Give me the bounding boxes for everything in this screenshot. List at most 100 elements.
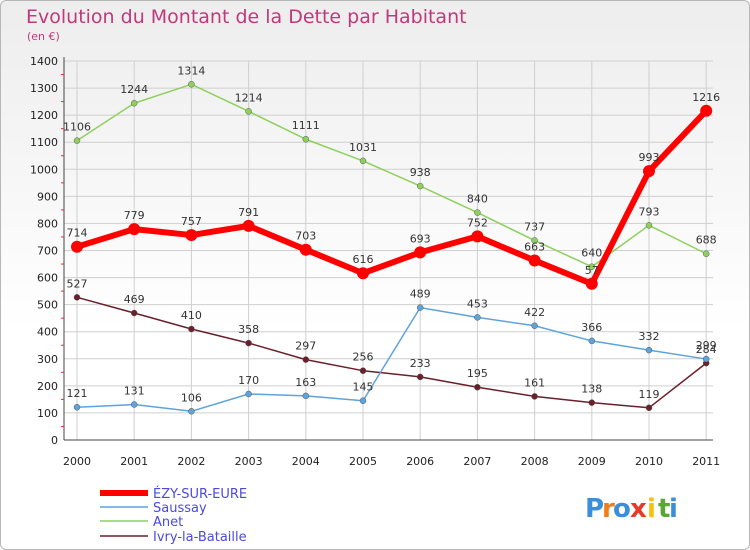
- x-tick-label: 2004: [292, 455, 320, 468]
- data-point: [130, 99, 138, 107]
- x-tick-label: 2007: [463, 455, 491, 468]
- data-point: [245, 108, 252, 115]
- data-label: 299: [696, 339, 717, 352]
- y-tick-label: 500: [37, 299, 58, 312]
- chart-subtitle: (en €): [27, 30, 60, 43]
- series-ezy: 714 779 757 791 703 616 693 752 663 57 993 1216: [67, 91, 720, 290]
- y-tick-label: 1400: [30, 55, 58, 68]
- data-point: [416, 182, 424, 190]
- data-point: [185, 229, 198, 242]
- data-point: [528, 254, 541, 267]
- y-tick-label: 700: [37, 245, 58, 258]
- series-saussay: 121 131 106 170 163 145 489 453 422 366 332 299: [67, 288, 717, 415]
- data-label: 1314: [177, 64, 205, 77]
- y-tick-label: 1000: [30, 163, 58, 176]
- data-point: [531, 393, 538, 400]
- series-anet: 1106 1244 1314 1214 1111 1031 938 840 737 640 793 6…: [63, 64, 717, 270]
- data-label: 779: [124, 209, 145, 222]
- data-label: 688: [696, 234, 717, 247]
- data-label: 453: [467, 297, 488, 310]
- data-label: 1214: [235, 91, 263, 104]
- data-label: 1106: [63, 121, 91, 134]
- data-point: [531, 322, 538, 330]
- proxiti-logo: Pro x i ti: [585, 494, 678, 524]
- x-tick-label: 2006: [406, 455, 434, 468]
- data-label: 1244: [120, 83, 148, 96]
- x-tick-label: 2002: [177, 455, 205, 468]
- y-tick-label: 100: [37, 407, 58, 420]
- data-point: [414, 246, 427, 259]
- y-tick-label: 800: [37, 217, 58, 230]
- data-point: [588, 263, 596, 270]
- data-point: [645, 346, 653, 354]
- data-point: [643, 165, 655, 178]
- data-point: [588, 337, 596, 345]
- data-label: 332: [639, 330, 660, 343]
- data-point: [645, 222, 653, 229]
- data-point: [130, 401, 138, 408]
- data-point: [130, 309, 138, 317]
- data-point: [302, 356, 310, 363]
- data-point: [702, 355, 710, 363]
- series-ivry: 527 469 410 358 297 256 233 195 161 138 119 284: [67, 277, 717, 412]
- logo-letter: i: [647, 494, 656, 524]
- data-point: [359, 397, 367, 404]
- data-label: 366: [581, 321, 602, 334]
- legend-label: Ivry-la-Bataille: [153, 530, 247, 545]
- data-point: [245, 339, 252, 347]
- data-label: 752: [467, 216, 488, 229]
- data-point: [302, 135, 310, 143]
- grid: [64, 60, 713, 441]
- data-label: 422: [524, 306, 545, 319]
- y-tick-label: 1300: [30, 82, 58, 95]
- data-label: 284: [696, 343, 717, 356]
- data-point: [359, 157, 367, 165]
- series-line-ezy: [76, 108, 709, 287]
- data-label: 791: [238, 206, 259, 219]
- data-point: [700, 104, 713, 117]
- y-tick-label: 0: [51, 434, 58, 447]
- data-label: 1031: [349, 141, 377, 154]
- axes: 0 100 200 300 400 500 600 700 800 900 1000 1100 1200…: [30, 55, 720, 468]
- data-label: 616: [353, 253, 374, 266]
- data-point: [474, 209, 481, 216]
- data-point: [645, 404, 653, 412]
- x-tick-label: 2011: [692, 455, 720, 468]
- data-point: [188, 81, 195, 88]
- data-label: 358: [238, 323, 259, 336]
- y-tick-label: 200: [37, 380, 58, 393]
- data-point: [588, 399, 596, 406]
- data-label: 106: [181, 391, 202, 404]
- data-label: 840: [467, 193, 488, 206]
- data-point: [416, 373, 424, 381]
- y-tick-label: 1100: [30, 136, 58, 149]
- y-tick-label: 600: [37, 272, 58, 285]
- data-label: 297: [295, 340, 316, 353]
- data-label: 714: [67, 227, 88, 240]
- data-point: [302, 392, 310, 400]
- data-label: 1111: [292, 119, 320, 132]
- legend-label: Saussay: [153, 501, 207, 516]
- data-point: [471, 230, 484, 243]
- data-point: [531, 237, 538, 244]
- x-tick-label: 2008: [521, 455, 549, 468]
- data-point: [474, 383, 481, 391]
- data-label: 640: [581, 247, 602, 260]
- data-label: 737: [524, 220, 545, 233]
- data-label: 145: [353, 381, 374, 394]
- x-tick-label: 2005: [349, 455, 377, 468]
- data-point: [188, 325, 195, 333]
- logo-letter: x: [630, 494, 647, 524]
- data-label: 489: [410, 288, 431, 301]
- data-point: [585, 277, 598, 290]
- data-label: 161: [524, 376, 545, 389]
- data-label: 131: [124, 385, 145, 398]
- data-label: 163: [295, 376, 316, 389]
- data-label: 121: [67, 387, 88, 400]
- data-point: [242, 219, 255, 232]
- data-point: [71, 240, 83, 253]
- data-point: [73, 294, 81, 301]
- data-label: 410: [181, 309, 202, 322]
